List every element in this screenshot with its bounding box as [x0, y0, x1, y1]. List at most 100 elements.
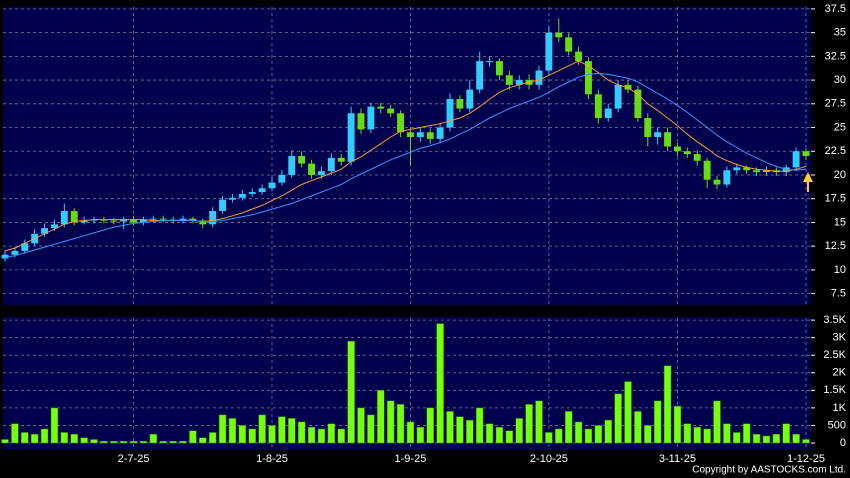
moving-average-line: [4, 72, 807, 258]
y-tick-label: 17.5: [825, 193, 846, 205]
volume-bar: [693, 426, 701, 444]
x-tick-label: 1-9-25: [395, 453, 427, 465]
y-tick-label: 1.5K: [823, 384, 846, 396]
volume-bar: [228, 418, 237, 444]
volume-bar: [792, 433, 800, 444]
volume-bar: [574, 421, 583, 444]
candle-body: [130, 219, 138, 223]
volume-bar: [278, 416, 286, 444]
y-tick-label: 15: [834, 216, 846, 228]
volume-bar: [703, 428, 711, 444]
candle-body: [743, 167, 751, 171]
candle-body: [159, 218, 167, 220]
candle-body: [337, 157, 345, 162]
candle-body: [545, 32, 553, 71]
volume-bar: [367, 414, 375, 444]
y-tick-label: 1K: [833, 402, 847, 414]
volume-bar: [357, 407, 365, 444]
volume-bar: [149, 433, 158, 444]
volume-bar: [218, 414, 227, 444]
volume-bar: [495, 426, 504, 444]
candle-body: [486, 61, 494, 63]
candle-body: [713, 179, 721, 185]
volume-bar: [564, 411, 573, 444]
y-tick-label: 2.5K: [823, 349, 846, 361]
candle-body: [120, 219, 128, 222]
candle-body: [693, 154, 701, 161]
candle-body: [515, 80, 523, 85]
y-tick-label: 500: [828, 419, 846, 431]
volume-bar: [248, 428, 256, 444]
volume-bar: [733, 432, 741, 444]
price-panel: [3, 7, 811, 305]
candle-body: [357, 113, 365, 130]
candle-body: [110, 220, 118, 222]
volume-bar: [70, 433, 78, 444]
candle-body: [426, 132, 434, 139]
volume-bar: [80, 437, 88, 444]
volume-bar: [604, 419, 612, 444]
copyright: Copyright by AASTOCKS.com Ltd.: [692, 465, 846, 476]
x-tick-label: 2-7-25: [118, 453, 150, 465]
x-tick-label: 1-12-25: [787, 453, 825, 465]
y-tick-label: 30: [834, 74, 846, 86]
volume-bar: [762, 435, 771, 444]
volume-bar: [436, 323, 444, 444]
volume-bar: [426, 407, 434, 444]
candle-body: [762, 170, 770, 173]
volume-bar: [535, 400, 543, 444]
volume-bar: [11, 423, 19, 444]
volume-bar: [466, 419, 474, 444]
candle-body: [733, 167, 741, 171]
candle-body: [505, 75, 513, 85]
volume-bar: [752, 433, 761, 444]
volume-bar: [624, 381, 632, 444]
x-tick-label: 3-11-25: [659, 453, 696, 465]
y-tick-label: 32.5: [825, 50, 846, 62]
candle-body: [327, 157, 335, 172]
candle-body: [189, 218, 197, 221]
candle-body: [555, 32, 563, 38]
volume-bar: [377, 390, 385, 444]
volume-bar: [40, 428, 49, 444]
volume-bar: [258, 414, 266, 444]
candle-body: [446, 99, 454, 128]
candle-body: [575, 51, 583, 62]
candle-body: [535, 70, 543, 85]
candle-body: [584, 61, 592, 95]
volume-bar: [169, 440, 177, 444]
candle-body: [298, 156, 306, 164]
volume-bar: [525, 404, 533, 444]
y-tick-label: 37.5: [825, 3, 846, 15]
y-tick-label: 25: [834, 121, 846, 133]
volume-bar: [297, 421, 306, 444]
candle-body: [614, 84, 622, 109]
volume-bar: [614, 393, 622, 444]
y-tick-label: 3K: [833, 332, 847, 344]
candle-body: [495, 61, 503, 76]
volume-bar: [288, 418, 296, 444]
candle-body: [317, 171, 325, 175]
volume-bar: [21, 432, 29, 444]
candle-body: [268, 182, 276, 189]
y-tick-label: 7.5: [831, 288, 846, 300]
volume-bar: [396, 404, 405, 444]
volume-bar: [386, 400, 395, 444]
y-tick-label: 10: [834, 264, 846, 276]
volume-bar: [584, 428, 593, 444]
moving-average-line: [4, 60, 807, 252]
candle-body: [60, 211, 68, 225]
volume-bar: [456, 416, 464, 444]
candle-body: [228, 197, 236, 200]
volume-bar: [782, 423, 790, 444]
candle-body: [723, 170, 731, 185]
candle-body: [219, 199, 227, 212]
volume-bar: [505, 430, 514, 444]
candle-body: [149, 218, 157, 220]
candle-body: [654, 132, 662, 138]
volume-bar: [139, 440, 148, 444]
volume-bar: [634, 411, 642, 444]
candle-body: [683, 151, 691, 155]
candle-body: [456, 99, 464, 109]
volume-bar: [1, 439, 9, 444]
